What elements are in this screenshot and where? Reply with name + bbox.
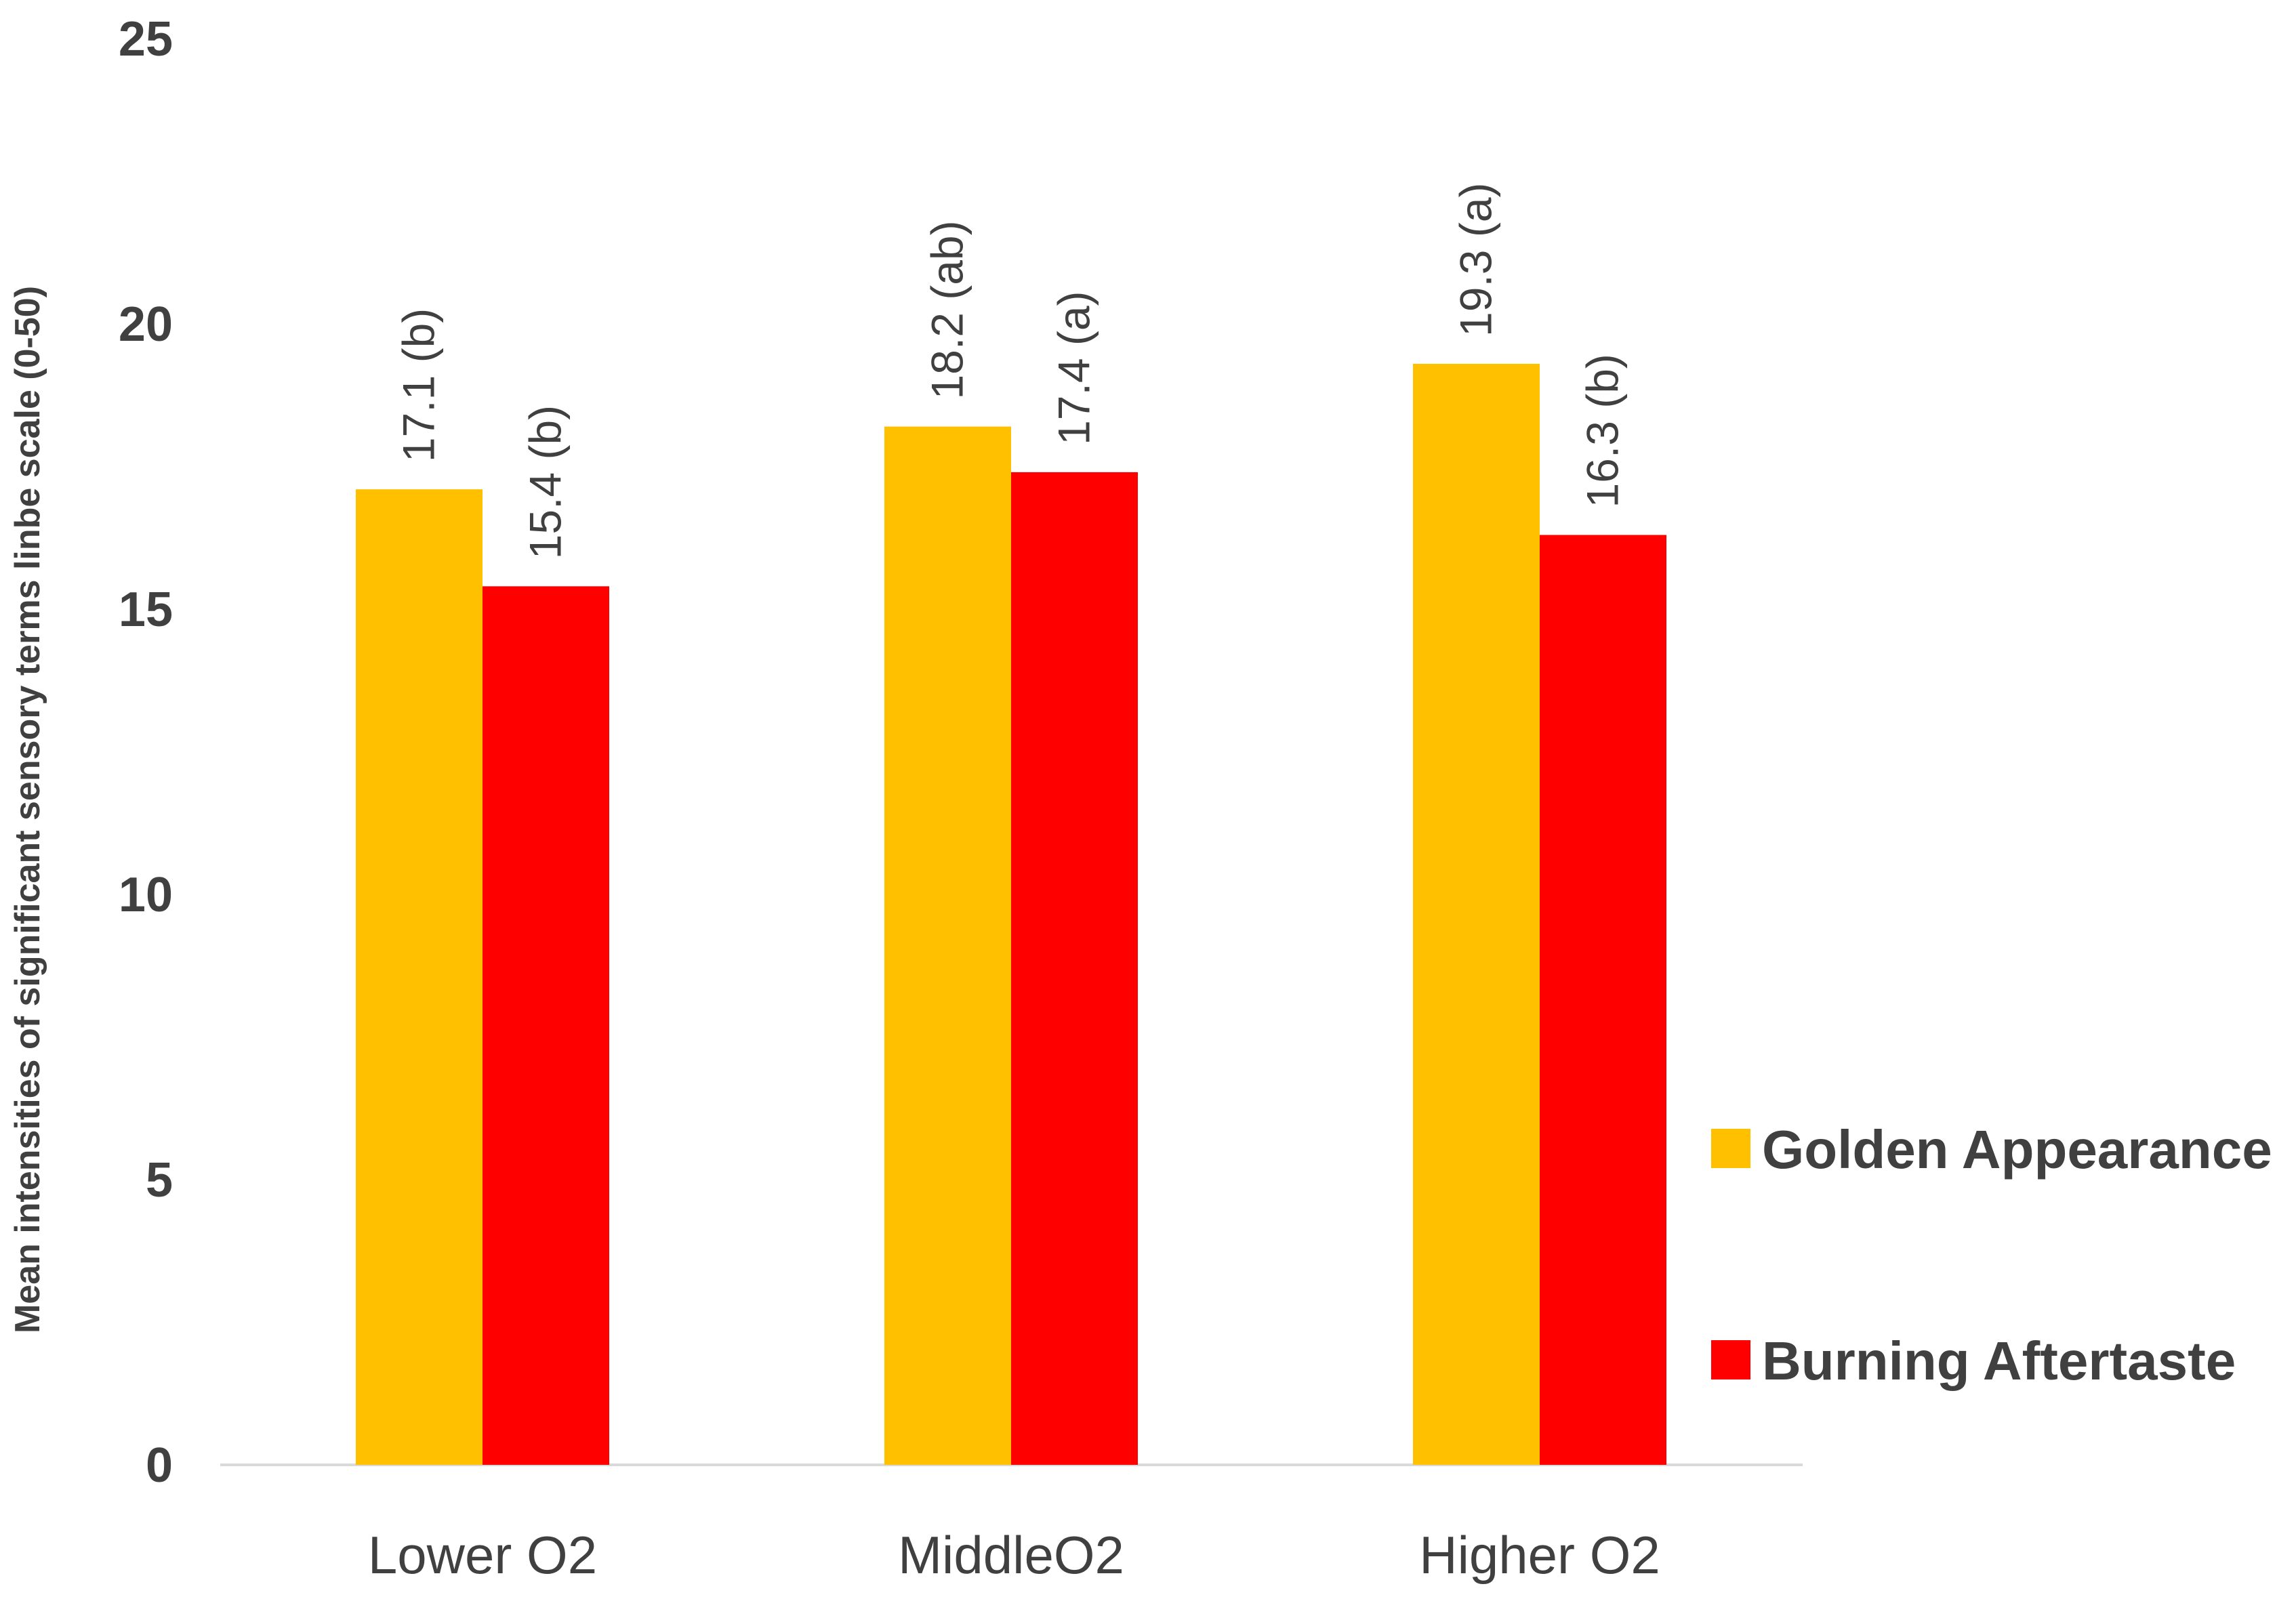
bar-data-label: 16.3 (b) (1578, 354, 1628, 507)
y-tick-label: 0 (146, 1438, 173, 1493)
bar-data-label: 17.1 (b) (394, 308, 444, 462)
bar-burning-aftertaste-lower-o2 (483, 586, 609, 1465)
bar-golden-appearance-lower-o2 (356, 489, 483, 1466)
bar-golden-appearance-middleo2 (884, 426, 1011, 1465)
legend-swatch (1711, 1129, 1750, 1168)
bar-golden-appearance-higher-o2 (1413, 363, 1540, 1466)
x-category-label: Lower O2 (368, 1525, 597, 1585)
y-axis-title: Mean intensities of significant sensory … (8, 286, 47, 1333)
legend-swatch (1711, 1340, 1750, 1379)
bar-data-label: 19.3 (a) (1451, 182, 1501, 336)
y-tick-label: 15 (119, 583, 173, 637)
legend: Golden Appearance Burning Aftertaste (1711, 1119, 2272, 1391)
y-tick-label: 10 (119, 868, 173, 922)
legend-label: Burning Aftertaste (1762, 1331, 2236, 1391)
y-tick-label: 5 (146, 1153, 173, 1207)
bar-data-label: 15.4 (b) (520, 405, 571, 559)
bar-burning-aftertaste-higher-o2 (1540, 535, 1666, 1465)
bar-burning-aftertaste-middleo2 (1011, 472, 1138, 1466)
y-tick-label: 25 (119, 12, 173, 66)
legend-label: Golden Appearance (1762, 1119, 2272, 1180)
bar-data-label: 17.4 (a) (1049, 291, 1099, 444)
y-tick-label: 20 (119, 297, 173, 352)
bar-data-label: 18.2 (ab) (922, 220, 972, 399)
x-category-label: Higher O2 (1419, 1525, 1660, 1585)
x-category-label: MiddleO2 (898, 1525, 1124, 1585)
